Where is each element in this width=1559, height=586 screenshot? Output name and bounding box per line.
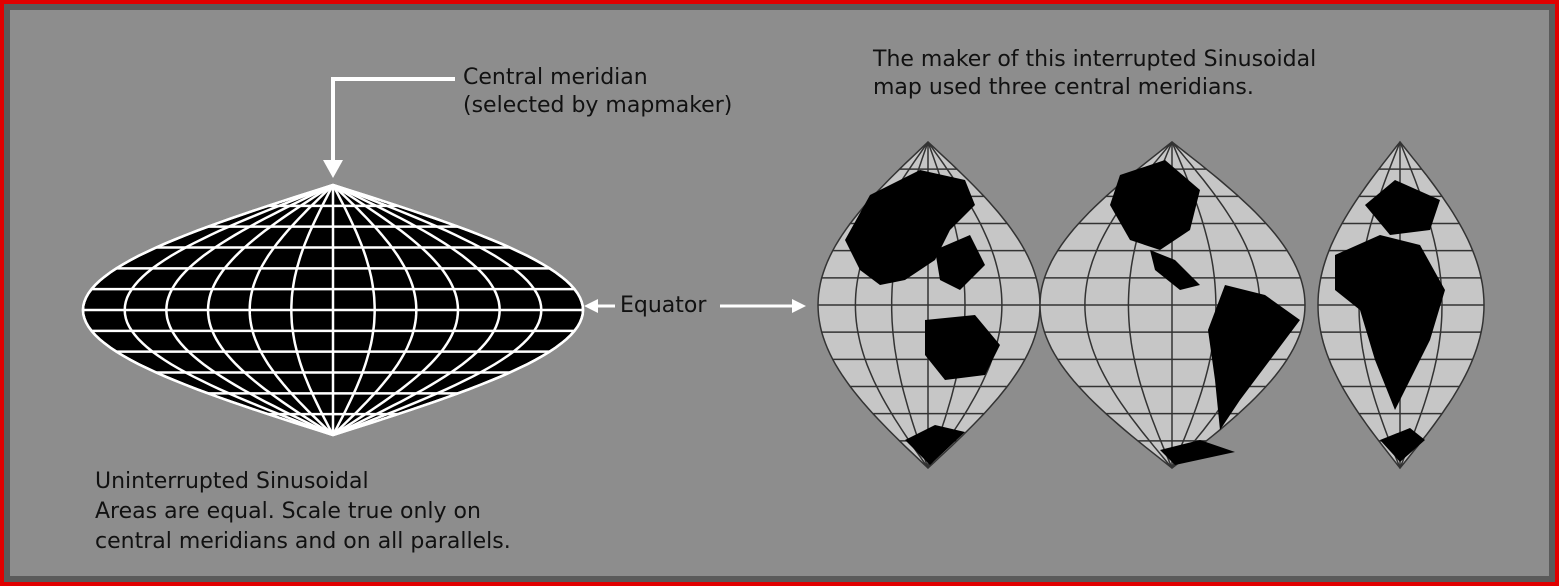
- landmass: [925, 315, 1000, 380]
- meridian: [332, 184, 418, 436]
- meridian: [332, 183, 501, 437]
- landmass: [845, 170, 975, 285]
- landmass: [905, 425, 965, 465]
- callout-text: Central meridian: [463, 65, 648, 90]
- meridian: [331, 184, 376, 436]
- landmass: [1365, 180, 1440, 235]
- meridian: [332, 183, 585, 437]
- caption-text: central meridians and on all parallels.: [95, 529, 511, 554]
- caption-text: Uninterrupted Sinusoidal: [95, 469, 369, 494]
- meridian: [248, 184, 334, 436]
- meridian: [206, 183, 334, 437]
- arrow-head: [323, 160, 343, 178]
- landmass: [1335, 235, 1445, 410]
- callout-text: map used three central meridians.: [873, 75, 1254, 100]
- caption-text: Areas are equal. Scale true only on: [95, 499, 481, 524]
- callout-text: (selected by mapmaker): [463, 93, 732, 118]
- meridian: [290, 184, 335, 436]
- landmass: [1110, 160, 1200, 250]
- meridian-arrow: [331, 77, 455, 165]
- equator-label: Equator: [620, 293, 707, 318]
- meridian: [165, 183, 334, 437]
- callout-text: The maker of this interrupted Sinusoidal: [872, 47, 1316, 72]
- landmass: [1160, 440, 1235, 465]
- landmass: [1380, 428, 1425, 462]
- arrow-head: [584, 299, 598, 313]
- landmass: [1150, 250, 1200, 290]
- landmass: [1208, 285, 1300, 430]
- meridian: [81, 183, 334, 437]
- maps: [81, 140, 1485, 470]
- meridian: [332, 183, 460, 437]
- landmass: [935, 235, 985, 290]
- arrow-head: [792, 299, 806, 313]
- meridian: [123, 183, 334, 437]
- meridian: [332, 183, 543, 437]
